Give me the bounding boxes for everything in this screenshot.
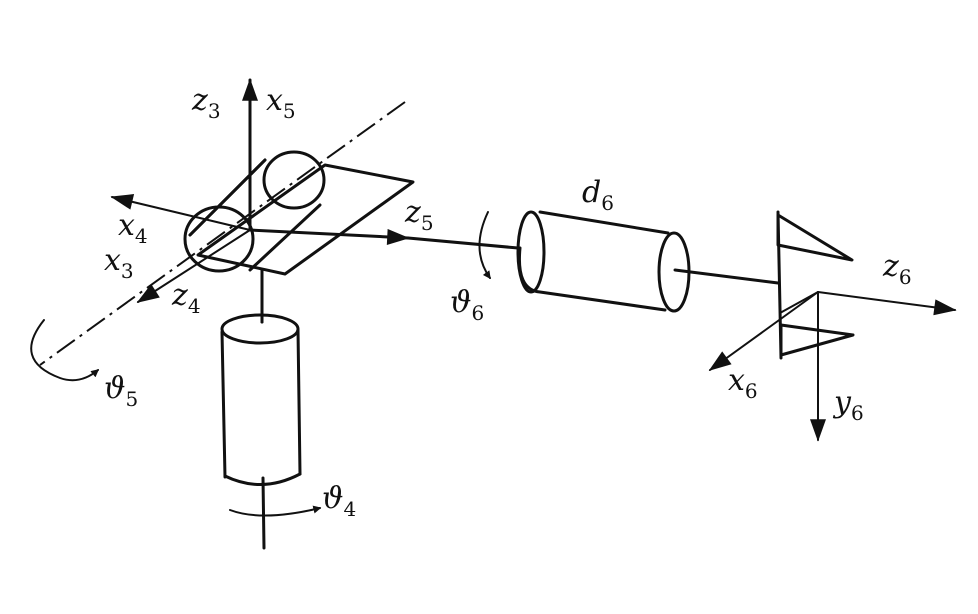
theta4-rotation-arrow bbox=[229, 505, 322, 517]
joint5-cylinder-front-line bbox=[188, 158, 267, 237]
flange-link bbox=[673, 268, 780, 285]
joint4-cylinder-top bbox=[220, 313, 300, 345]
label-z5: z5 bbox=[404, 195, 434, 235]
label-theta4: ϑ4 bbox=[322, 481, 356, 521]
label-z3: z3 bbox=[191, 83, 221, 123]
z6-axis bbox=[817, 291, 957, 316]
x6-axis bbox=[708, 291, 819, 371]
label-x5: x5 bbox=[266, 83, 296, 123]
joint4-cylinder-right bbox=[296, 328, 302, 476]
joint6-cylinder-back bbox=[516, 210, 546, 294]
z5-axis bbox=[248, 228, 410, 245]
label-x6: x6 bbox=[728, 363, 758, 403]
label-y6: y6 bbox=[832, 385, 864, 425]
label-d6: d6 bbox=[582, 175, 614, 215]
label-z4: z4 bbox=[171, 278, 201, 318]
gripper-upper bbox=[776, 213, 854, 262]
joint5-cylinder-cap-back bbox=[262, 150, 326, 210]
wrist-link bbox=[406, 236, 520, 250]
x4-axis bbox=[110, 194, 251, 231]
label-theta6: ϑ6 bbox=[450, 285, 484, 325]
joint4-cylinder-bottom bbox=[223, 472, 302, 486]
joint4-shaft-lower bbox=[261, 476, 266, 550]
theta5-rotation-arrow bbox=[30, 319, 100, 382]
label-x3: x3 bbox=[104, 243, 134, 283]
x3-axis bbox=[136, 229, 251, 303]
label-x4: x4 bbox=[118, 208, 148, 248]
label-z6: z6 bbox=[882, 249, 912, 289]
joint4-cylinder-left bbox=[220, 330, 227, 479]
joint5-axis bbox=[39, 101, 406, 366]
joint5-plate bbox=[196, 163, 415, 276]
label-theta5: ϑ5 bbox=[104, 371, 138, 411]
theta6-rotation-arrow bbox=[478, 211, 491, 280]
